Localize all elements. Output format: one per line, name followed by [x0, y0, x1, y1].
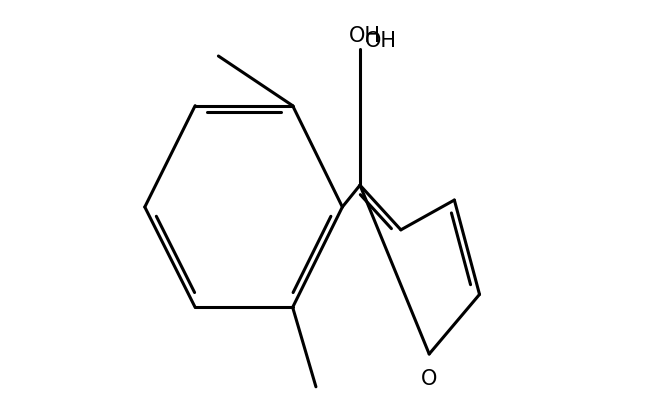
Text: O: O	[421, 369, 437, 389]
Text: OH: OH	[349, 26, 381, 46]
Text: OH: OH	[364, 31, 396, 51]
